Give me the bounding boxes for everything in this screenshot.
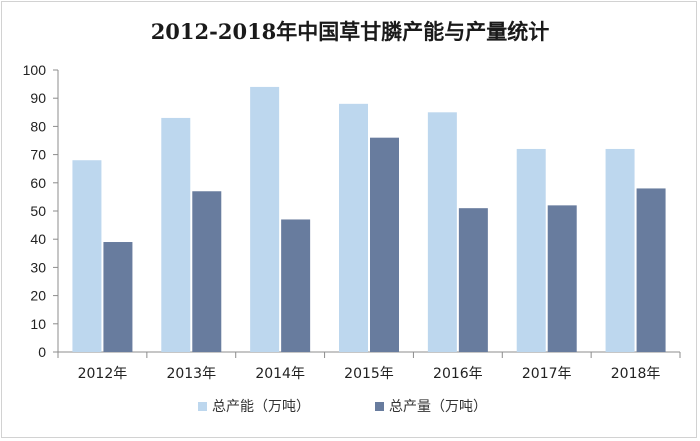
x-tick-label: 2013年: [166, 366, 216, 382]
y-tick-label: 90: [30, 90, 46, 106]
y-tick-label: 40: [30, 231, 46, 247]
x-tick-label: 2015年: [344, 366, 394, 382]
y-tick-label: 70: [30, 147, 46, 163]
y-tick-label: 60: [30, 175, 46, 191]
bar-capacity: [427, 112, 457, 352]
bar-output: [281, 219, 311, 352]
legend-swatch: [375, 402, 384, 411]
legend-swatch: [198, 402, 207, 411]
bar-output: [458, 208, 488, 352]
y-tick-label: 20: [30, 288, 46, 304]
bar-capacity: [72, 160, 102, 352]
bar-output: [192, 191, 222, 352]
bar-capacity: [250, 86, 280, 353]
x-tick-label: 2016年: [433, 366, 483, 382]
legend-label: 总产量（万吨）: [389, 399, 487, 415]
bar-output: [103, 242, 133, 352]
chart-bars: [72, 86, 666, 353]
y-tick-label: 80: [30, 118, 46, 134]
x-tick-label: 2012年: [78, 366, 128, 382]
bar-output: [636, 188, 666, 352]
chart-title: 2012-2018年中国草甘膦产能与产量统计: [151, 19, 550, 44]
bar-output: [370, 137, 399, 352]
legend-label: 总产能（万吨）: [212, 399, 310, 415]
y-tick-label: 50: [30, 203, 46, 219]
x-tick-label: 2014年: [255, 366, 305, 382]
x-tick-label: 2017年: [522, 366, 572, 382]
y-tick-label: 100: [23, 62, 47, 78]
bar-capacity: [516, 148, 546, 352]
bar-capacity: [161, 117, 191, 352]
x-tick-label: 2018年: [611, 366, 661, 382]
y-tick-label: 10: [30, 316, 46, 332]
bar-output: [547, 205, 577, 352]
y-tick-label: 30: [30, 259, 46, 275]
bar-capacity: [605, 148, 635, 352]
y-tick-label: 0: [38, 344, 46, 360]
chart-legend: 总产能（万吨） 总产量（万吨）: [198, 399, 487, 415]
bar-capacity: [339, 103, 368, 352]
